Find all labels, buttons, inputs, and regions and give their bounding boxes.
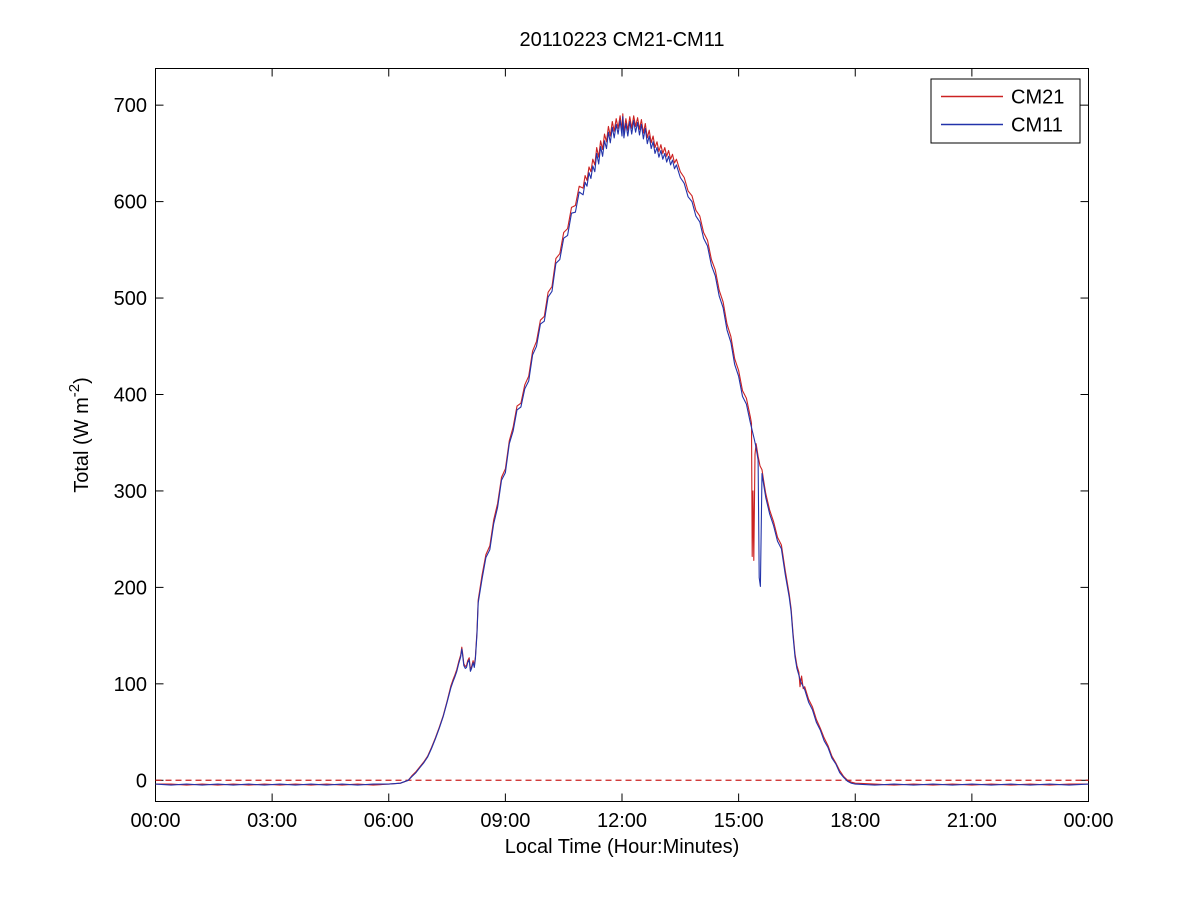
y-tick-label: 400: [114, 384, 147, 406]
y-tick-label: 0: [136, 770, 147, 792]
legend-box: [930, 78, 1081, 144]
x-tick-label: 12:00: [597, 810, 647, 832]
chart-title: 20110223 CM21-CM11: [520, 29, 725, 51]
y-tick-label: 700: [114, 95, 147, 117]
y-tick-label: 500: [114, 288, 147, 310]
x-tick-label: 06:00: [364, 810, 414, 832]
legend-label-cm21: CM21: [1011, 87, 1064, 109]
x-tick-label: 00:00: [1063, 810, 1113, 832]
y-axis-label: Total (W m-2): [66, 377, 93, 493]
x-tick-label: 00:00: [130, 810, 180, 832]
y-tick-label: 300: [114, 481, 147, 503]
x-tick-label: 18:00: [830, 810, 880, 832]
y-tick-label: 600: [114, 192, 147, 214]
legend-label-cm11: CM11: [1011, 115, 1063, 137]
x-tick-label: 15:00: [714, 810, 764, 832]
x-tick-label: 09:00: [480, 810, 530, 832]
series-line-cm11: [155, 116, 1089, 786]
y-tick-label: 200: [114, 577, 147, 599]
x-tick-label: 21:00: [947, 810, 997, 832]
x-axis-label: Local Time (Hour:Minutes): [505, 836, 740, 858]
y-tick-label: 100: [114, 674, 147, 696]
plot-area: [155, 68, 1089, 802]
x-tick-label: 03:00: [247, 810, 297, 832]
